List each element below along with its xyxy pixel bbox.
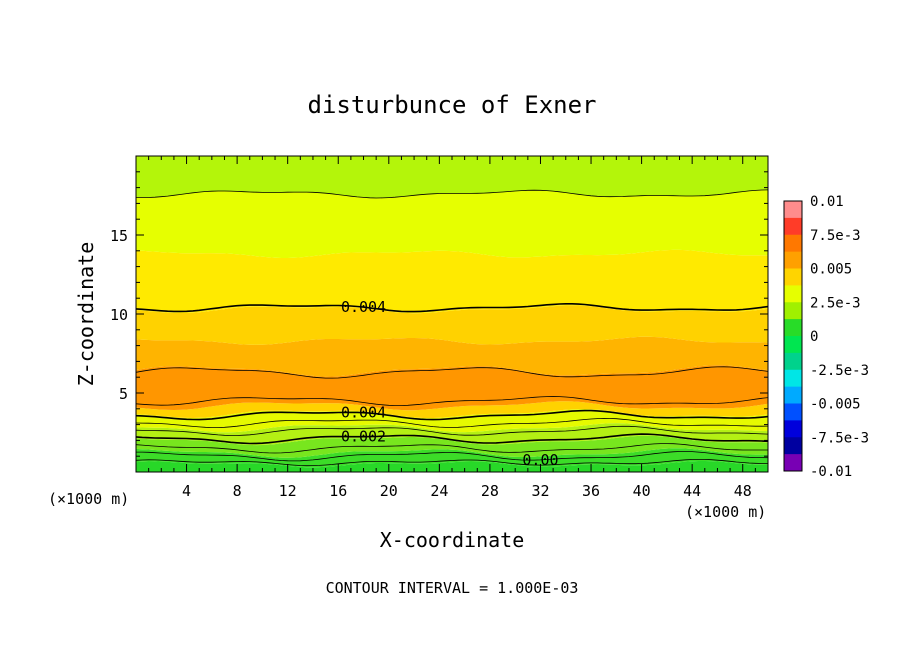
colorbar-swatch	[784, 386, 802, 405]
contour-line	[135, 433, 769, 445]
x-tick-label: 16	[329, 482, 347, 500]
x-axis-label: X-coordinate	[380, 528, 525, 552]
colorbar-label: 0.005	[810, 262, 852, 278]
colorbar-label: -0.01	[810, 464, 852, 480]
colorbar-swatch	[784, 336, 802, 354]
x-tick-label: 12	[279, 482, 297, 500]
contour-label: 0.00	[522, 451, 558, 469]
contour-line	[135, 417, 769, 428]
colorbar-swatch	[784, 217, 802, 236]
colorbar-swatch	[784, 369, 802, 388]
x-axis: 4 8 12 16 20 24 28 32 36 40 44 48	[148, 156, 756, 500]
contour-band	[136, 448, 768, 468]
colorbar-swatch	[784, 234, 802, 253]
contour-band	[136, 336, 768, 377]
colorbar-frame	[783, 200, 803, 472]
y-axis-label: Z-coordinate	[74, 242, 98, 387]
contour-label: 0.004	[341, 404, 386, 422]
contour-band	[136, 249, 768, 314]
colorbar-swatch	[784, 268, 802, 286]
contour-band	[136, 461, 768, 472]
x-tick-label: 4	[182, 482, 191, 500]
contour-band	[136, 189, 768, 258]
colorbar-swatch	[784, 352, 802, 371]
x-tick-label: 32	[531, 482, 549, 500]
contour-line	[135, 366, 769, 379]
x-tick-label: 40	[633, 482, 651, 500]
x-unit: (×1000 m)	[685, 503, 766, 521]
colorbar-label: -0.005	[810, 397, 861, 413]
x-tick-label: 48	[734, 482, 752, 500]
contour-band	[136, 156, 768, 198]
y-tick-label: 10	[110, 306, 128, 324]
contour-labels: 0.00 0.002 0.004 0.004	[341, 298, 559, 469]
colorbar-swatch	[784, 302, 802, 320]
colorbar	[783, 200, 803, 472]
contour-line	[135, 409, 769, 421]
colorbar-swatch	[784, 420, 802, 438]
colorbar-swatch	[784, 454, 802, 472]
x-tick-label: 28	[481, 482, 499, 500]
contour-interval-note: CONTOUR INTERVAL = 1.000E-03	[326, 579, 579, 597]
colorbar-label: 7.5e-3	[810, 228, 861, 244]
contour-line	[135, 443, 768, 454]
y-axis: 5 10 15	[110, 171, 768, 457]
x-tick-label: 20	[380, 482, 398, 500]
x-tick-label: 44	[683, 482, 701, 500]
x-tick-label: 36	[582, 482, 600, 500]
y-tick-label: 5	[119, 385, 128, 403]
colorbar-swatch	[784, 403, 802, 421]
colorbar-swatch	[784, 201, 802, 219]
colorbar-label: 2.5e-3	[810, 295, 861, 311]
contour-line	[135, 425, 769, 436]
colorbar-swatch	[784, 319, 802, 337]
chart-title: disturbunce of Exner	[308, 91, 597, 119]
contour-label: 0.002	[341, 428, 386, 446]
contour-band	[136, 305, 768, 345]
colorbar-swatch	[784, 285, 802, 303]
y-tick-label: 15	[110, 227, 128, 245]
contour-band	[136, 409, 768, 433]
contour-line	[135, 189, 769, 199]
colorbar-label: 0.01	[810, 194, 844, 210]
colorbar-swatch	[784, 437, 802, 455]
contour-line	[135, 396, 769, 406]
contour-line	[136, 451, 769, 462]
colorbar-swatch	[784, 251, 802, 270]
contour-line	[135, 303, 769, 313]
colorbar-label: -7.5e-3	[810, 430, 869, 446]
y-unit: (×1000 m)	[48, 490, 129, 508]
colorbar-label: 0	[810, 329, 818, 345]
contour-line	[135, 459, 768, 467]
contour-fill	[136, 156, 768, 472]
x-tick-label: 24	[430, 482, 448, 500]
colorbar-labels: 0.01 7.5e-3 0.005 2.5e-3 0 -2.5e-3 -0.005 -7.5e…	[810, 194, 869, 480]
contour-label: 0.004	[341, 298, 386, 316]
x-tick-label: 8	[233, 482, 242, 500]
contour-lines	[135, 189, 769, 467]
colorbar-label: -2.5e-3	[810, 363, 869, 379]
contour-band	[136, 401, 768, 419]
